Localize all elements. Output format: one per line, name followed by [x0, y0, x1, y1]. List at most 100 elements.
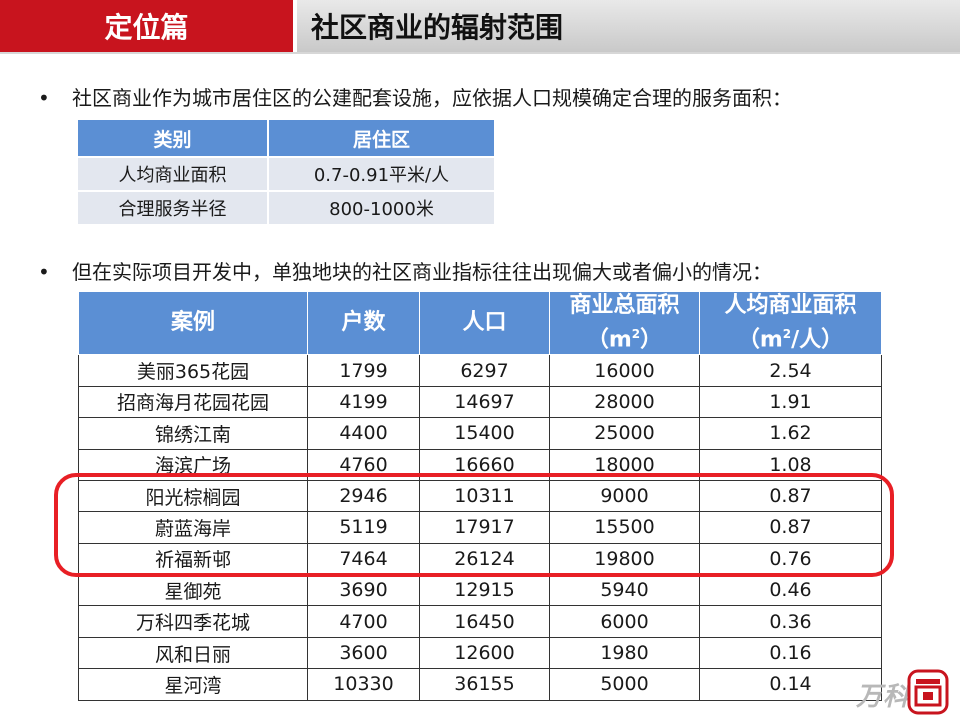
- table-cell: 蔚蓝海岸: [78, 511, 308, 544]
- table-cell: 5940: [549, 574, 700, 607]
- table-cell: 19800: [549, 542, 700, 576]
- table-cell: 4760: [307, 448, 420, 481]
- table-cell: 阳光棕榈园: [78, 479, 308, 513]
- bullet-1: • 社区商业作为城市居住区的公建配套设施，应依据人口规模确定合理的服务面积：: [38, 82, 792, 111]
- table-cell: 4700: [307, 605, 420, 638]
- table-cell: 星河湾: [78, 668, 308, 701]
- unit-text: ）: [640, 327, 663, 353]
- header-label: 商业总面积: [569, 293, 680, 318]
- table-cell: 1980: [549, 636, 700, 670]
- header-cell-residential: 居住区: [267, 118, 496, 158]
- table-row: 招商海月花园花园 4199 14697 28000 1.91: [78, 385, 882, 419]
- table-cell: 锦绣江南: [78, 417, 308, 450]
- table-cell: 1799: [307, 354, 420, 387]
- table-cell: 人均商业面积: [76, 156, 269, 192]
- table-cell: 2.54: [699, 354, 882, 387]
- table-cell: 1.62: [699, 417, 882, 450]
- unit-superscript: 2: [631, 327, 641, 341]
- cases-table-body: 美丽365花园 1799 6297 16000 2.54 招商海月花园花园 4199 1469…: [78, 354, 882, 701]
- table-cell: 风和日丽: [78, 636, 308, 670]
- table-row: 阳光棕榈园 2946 10311 9000 0.87: [78, 479, 882, 513]
- table-cell: 0.14: [699, 668, 882, 701]
- table-cell: 15500: [549, 511, 700, 544]
- header-unit: （m2）: [550, 320, 699, 354]
- header-divider: [0, 52, 960, 54]
- table-cell: 海滨广场: [78, 448, 308, 481]
- table-cell: 7464: [307, 542, 420, 576]
- table-cell: 6297: [419, 354, 550, 387]
- table-cell: 美丽365花园: [78, 354, 308, 387]
- table-cell: 36155: [419, 668, 550, 701]
- table-cell: 16000: [549, 354, 700, 387]
- table-cell: 18000: [549, 448, 700, 481]
- unit-superscript: 2: [782, 327, 792, 341]
- table-header-row: 案例 户数 人口 商业总面积 （m2） 人均商业面积 （m2/人）: [78, 290, 882, 356]
- table-cell: 28000: [549, 385, 700, 419]
- table-row: 万科四季花城 4700 16450 6000 0.36: [78, 605, 882, 638]
- table-cell: 15400: [419, 417, 550, 450]
- table-cell: 4199: [307, 385, 420, 419]
- unit-text: /人）: [791, 327, 844, 353]
- table-row: 星河湾 10330 36155 5000 0.14: [78, 668, 882, 701]
- unit-text: （m: [737, 327, 783, 353]
- header-unit: （m2/人）: [700, 320, 881, 354]
- table-cell: 0.76: [699, 542, 882, 576]
- brand-wordmark: 万科: [856, 682, 911, 712]
- table-cell: 16450: [419, 605, 550, 638]
- bullet-2: • 但在实际项目开发中，单独地块的社区商业指标往往出现偏大或者偏小的情况：: [38, 256, 772, 285]
- table-cell: 12915: [419, 574, 550, 607]
- table-cell: 5119: [307, 511, 420, 544]
- table-cell: 16660: [419, 448, 550, 481]
- table-cell: 招商海月花园花园: [78, 385, 308, 419]
- header-label: 人均商业面积: [724, 293, 857, 318]
- table-cell: 26124: [419, 542, 550, 576]
- header-cell-total-area: 商业总面积 （m2）: [549, 290, 700, 356]
- table-cell: 0.87: [699, 479, 882, 513]
- table-cell: 5000: [549, 668, 700, 701]
- table-row: 美丽365花园 1799 6297 16000 2.54: [78, 354, 882, 387]
- table-row: 人均商业面积 0.7-0.91平米/人: [76, 156, 496, 192]
- header-cell-per-capita: 人均商业面积 （m2/人）: [699, 290, 882, 356]
- table-cell: 0.87: [699, 511, 882, 544]
- header-cell-population: 人口: [419, 290, 550, 356]
- table-cell: 3690: [307, 574, 420, 607]
- table-cell: 3600: [307, 636, 420, 670]
- table-header-row: 类别 居住区: [76, 118, 496, 158]
- table-cell: 0.46: [699, 574, 882, 607]
- table-cell: 25000: [549, 417, 700, 450]
- table-row: 蔚蓝海岸 5119 17917 15500 0.87: [78, 511, 882, 544]
- table-cell: 星御苑: [78, 574, 308, 607]
- bullet-text: 但在实际项目开发中，单独地块的社区商业指标往往出现偏大或者偏小的情况：: [72, 260, 772, 284]
- table-cell: 14697: [419, 385, 550, 419]
- cases-table: 案例 户数 人口 商业总面积 （m2） 人均商业面积 （m2/人） 美丽365花…: [78, 290, 882, 701]
- table-cell: 2946: [307, 479, 420, 513]
- table-cell: 9000: [549, 479, 700, 513]
- table-cell: 万科四季花城: [78, 605, 308, 638]
- unit-text: （m: [586, 327, 632, 353]
- table-cell: 800-1000米: [267, 190, 496, 226]
- table-cell: 0.7-0.91平米/人: [267, 156, 496, 192]
- table-cell: 6000: [549, 605, 700, 638]
- standard-table: 类别 居住区 人均商业面积 0.7-0.91平米/人 合理服务半径 800-10…: [76, 118, 496, 226]
- bullet-marker: •: [38, 86, 50, 110]
- table-row: 锦绣江南 4400 15400 25000 1.62: [78, 417, 882, 450]
- header-cell-households: 户数: [307, 290, 420, 356]
- page-title: 社区商业的辐射范围: [297, 0, 960, 52]
- bullet-text: 社区商业作为城市居住区的公建配套设施，应依据人口规模确定合理的服务面积：: [72, 86, 792, 110]
- section-label: 定位篇: [0, 0, 293, 52]
- table-cell: 0.16: [699, 636, 882, 670]
- table-cell: 17917: [419, 511, 550, 544]
- header-cell-category: 类别: [76, 118, 269, 158]
- table-cell: 1.91: [699, 385, 882, 419]
- table-row: 祈福新邨 7464 26124 19800 0.76: [78, 542, 882, 576]
- table-row: 合理服务半径 800-1000米: [76, 190, 496, 226]
- table-cell: 祈福新邨: [78, 542, 308, 576]
- vanke-seal-icon: [907, 669, 949, 715]
- bullet-marker: •: [38, 260, 50, 284]
- table-cell: 合理服务半径: [76, 190, 269, 226]
- header-cell-case: 案例: [78, 290, 308, 356]
- table-cell: 10311: [419, 479, 550, 513]
- table-cell: 4400: [307, 417, 420, 450]
- table-row: 海滨广场 4760 16660 18000 1.08: [78, 448, 882, 481]
- table-cell: 12600: [419, 636, 550, 670]
